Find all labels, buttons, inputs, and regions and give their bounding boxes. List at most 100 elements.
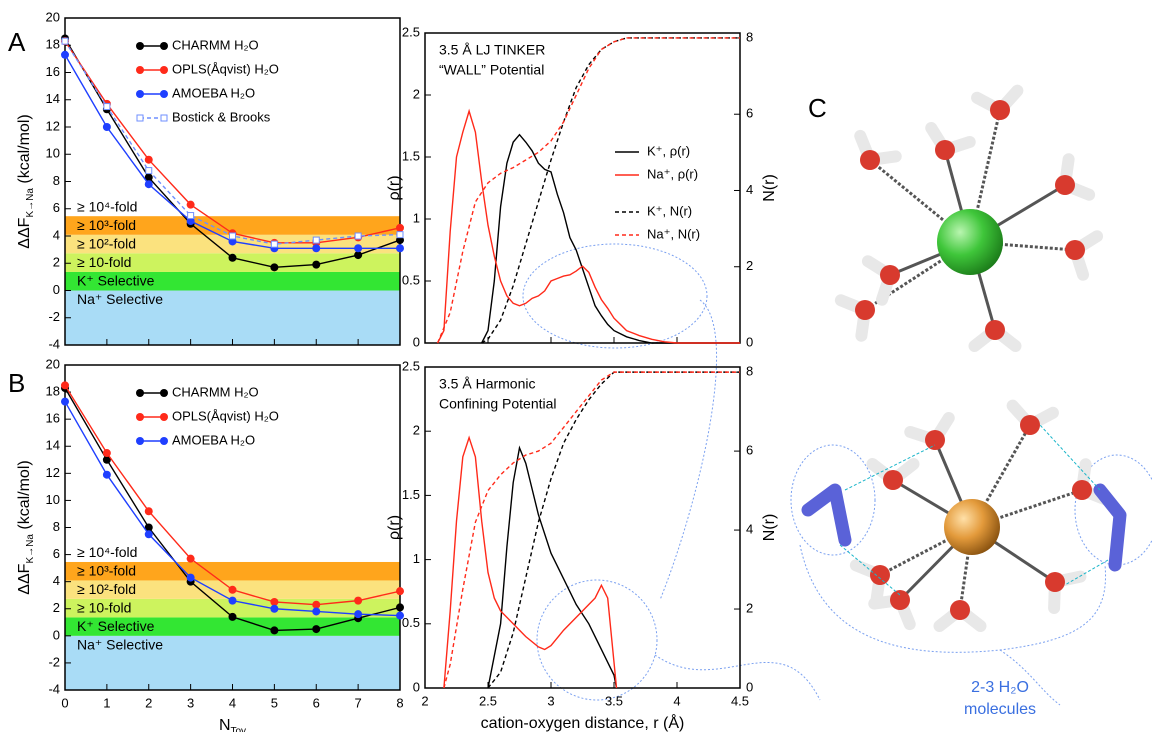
decorations	[522, 243, 1152, 706]
x-tick-label: 4.5	[731, 693, 749, 708]
point	[228, 585, 237, 594]
point	[312, 607, 321, 616]
y-tick-label: 14	[46, 438, 60, 453]
point	[354, 251, 363, 260]
band-label: ≥ 10³-fold	[77, 563, 136, 579]
series-line	[487, 445, 618, 689]
point	[61, 397, 69, 406]
point	[144, 530, 153, 539]
legend-marker	[136, 437, 144, 445]
annotation: “WALL” Potential	[439, 62, 544, 78]
h-bond	[839, 544, 901, 596]
point	[187, 212, 195, 220]
y2-axis-label: N(r)	[761, 174, 778, 202]
band-label: K⁺ Selective	[77, 273, 155, 289]
legend-marker	[136, 114, 144, 122]
point	[354, 232, 362, 240]
band-label: ≥ 10²-fold	[77, 581, 136, 597]
point	[228, 253, 237, 262]
series-line	[443, 371, 740, 689]
x-axis-label-part: N	[219, 717, 231, 732]
legend-label: CHARMM H₂O	[172, 37, 259, 52]
x-tick-label: 2	[421, 693, 428, 708]
ligand-ellipse	[790, 444, 876, 556]
oxygen	[935, 140, 955, 160]
bond	[958, 526, 974, 611]
point	[61, 37, 69, 45]
point	[270, 604, 279, 613]
y2-tick-label: 8	[746, 364, 753, 379]
x-tick-label: 0	[61, 695, 68, 710]
point	[354, 244, 363, 253]
point	[228, 612, 237, 621]
band	[65, 197, 400, 217]
y-tick-label: 12	[46, 465, 60, 480]
oxygen	[890, 590, 910, 610]
legend-marker	[160, 437, 168, 445]
point	[396, 244, 404, 253]
point	[144, 173, 153, 182]
legend-label: Na⁺, N(r)	[647, 226, 700, 241]
oxygen	[985, 320, 1005, 340]
point	[102, 470, 111, 479]
y-tick-label: 2.5	[402, 358, 420, 373]
point	[270, 263, 279, 272]
x-axis-label: cation-oxygen distance, r (Å)	[481, 713, 685, 732]
y-tick-label: 10	[46, 146, 60, 161]
legend-marker	[136, 66, 144, 74]
band-label: ≥ 10²-fold	[77, 235, 136, 251]
annotation: 3.5 Å Harmonic	[439, 376, 535, 392]
point	[186, 554, 195, 563]
point	[270, 240, 278, 248]
annotation: 3.5 Å LJ TINKER	[439, 42, 545, 58]
water	[971, 84, 1024, 120]
y-tick-label: 12	[46, 118, 60, 133]
plot-frame	[424, 32, 741, 344]
y-tick-label: 16	[46, 64, 60, 79]
band-label: ≥ 10³-fold	[77, 217, 136, 233]
y2-tick-label: 6	[746, 443, 753, 458]
legend-label: CHARMM H₂O	[172, 384, 259, 399]
y-tick-label: 0.5	[402, 272, 420, 287]
y2-tick-label: 6	[746, 106, 753, 121]
x-tick-label: 3.5	[605, 693, 623, 708]
annotation: Confining Potential	[439, 396, 557, 412]
y-tick-label: 8	[53, 519, 60, 534]
y-axis-label: ρ(r)	[386, 175, 403, 200]
h-bond	[844, 444, 936, 491]
y-tick-label: 18	[46, 37, 60, 52]
point	[102, 449, 111, 458]
legend-marker	[160, 114, 168, 122]
y-tick-label: 6	[53, 200, 60, 215]
point	[144, 155, 153, 164]
water	[861, 255, 900, 306]
oxygen	[950, 600, 970, 620]
oxygen	[925, 430, 945, 450]
water	[933, 600, 987, 633]
x-tick-label: 4	[673, 693, 680, 708]
oxygen	[855, 300, 875, 320]
water	[849, 559, 890, 607]
y-tick-label: 1.5	[402, 148, 420, 163]
ligand	[1093, 483, 1127, 572]
y2-tick-label: 2	[746, 600, 753, 615]
band	[65, 271, 400, 291]
point	[354, 610, 363, 619]
legend-label: AMOEBA H₂O	[172, 85, 255, 100]
y-axis-label: ΔΔFK→Na (kcal/mol)	[16, 114, 36, 248]
oxygen	[1055, 175, 1075, 195]
legend-marker	[136, 42, 144, 50]
x-axis-label-part: Toy	[231, 726, 247, 732]
x-tick-label: 8	[396, 695, 403, 710]
x-tick-label: 1	[103, 695, 110, 710]
y-tick-label: 1	[413, 210, 420, 225]
h-bond	[1064, 559, 1109, 586]
y-axis-label-part: ΔΔF	[16, 563, 33, 594]
point	[312, 600, 321, 609]
y-tick-label: -2	[48, 309, 60, 324]
legend-label: K⁺, N(r)	[647, 203, 692, 218]
point	[103, 103, 111, 111]
y-tick-label: 8	[53, 173, 60, 188]
y-tick-label: 0.5	[402, 615, 420, 630]
